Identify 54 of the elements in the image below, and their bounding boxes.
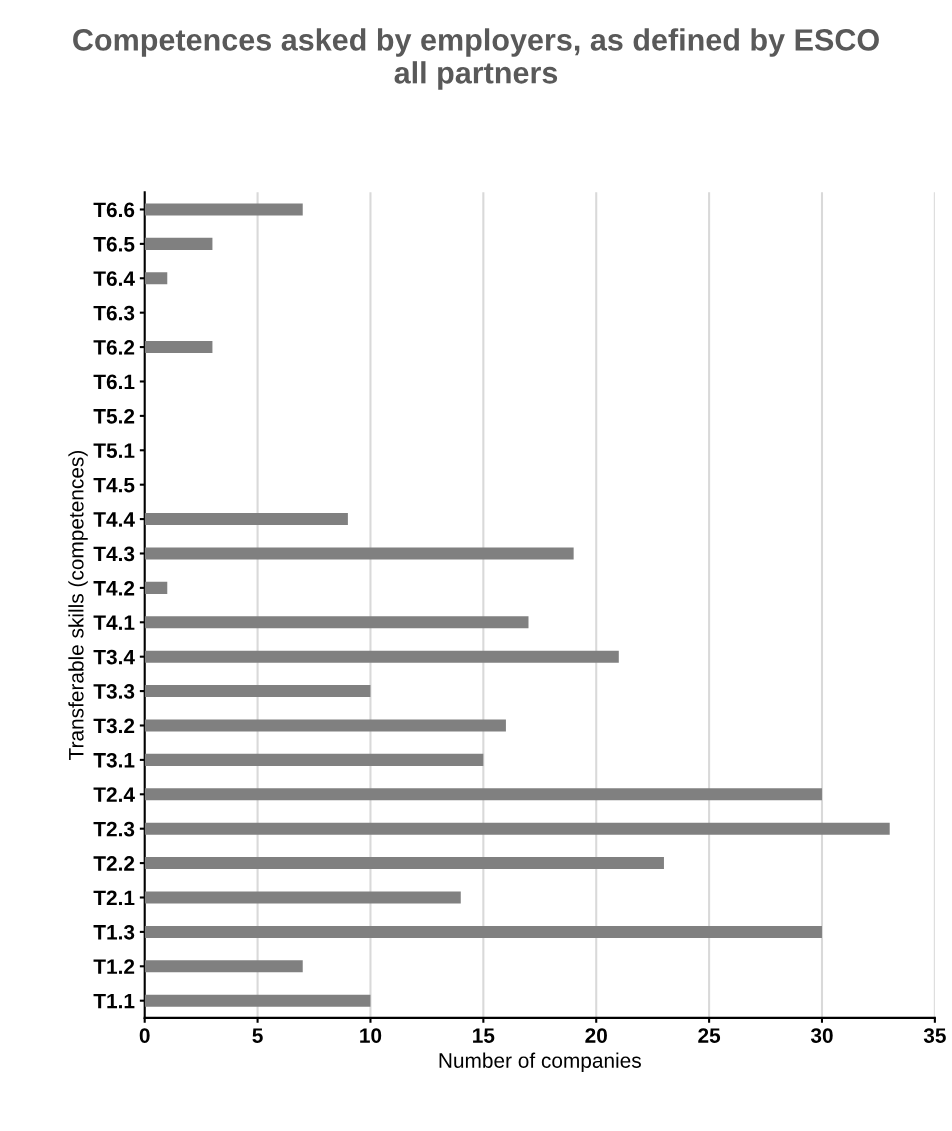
bar — [144, 547, 574, 560]
y-tick-label: T3.3 — [93, 684, 135, 699]
y-tick-label: T4.1 — [93, 615, 135, 630]
bar — [144, 719, 506, 732]
x-tick-label: 15 — [473, 1028, 495, 1043]
y-tick-label: T1.2 — [93, 959, 135, 974]
y-tick-label: T1.3 — [93, 924, 135, 940]
y-tick-label: T6.3 — [93, 305, 135, 321]
y-tick-label: T3.1 — [93, 752, 135, 768]
y-tick-label: T6.6 — [93, 202, 135, 218]
y-tick-label: T2.4 — [93, 787, 135, 802]
x-tick-label: 0 — [139, 1028, 150, 1043]
bar — [144, 925, 822, 938]
bar — [144, 272, 168, 285]
bar — [144, 891, 461, 904]
bar — [144, 581, 168, 594]
y-tick-label: T3.4 — [93, 649, 135, 665]
bar — [144, 650, 619, 663]
y-tick-label: T5.2 — [93, 408, 135, 424]
bar — [144, 203, 303, 216]
y-axis-title: Transferable skills (competences) — [68, 451, 88, 760]
y-tick-label: T2.1 — [93, 890, 135, 906]
bar — [144, 616, 529, 629]
y-tick-label: T6.2 — [93, 340, 135, 355]
bar — [144, 237, 213, 250]
x-tick-label: 30 — [810, 1028, 833, 1043]
y-tick-label: T4.4 — [93, 512, 135, 527]
y-tick-label: T4.3 — [93, 546, 135, 562]
bar — [144, 994, 371, 1007]
x-tick-label: 10 — [360, 1028, 382, 1043]
bar — [144, 822, 890, 835]
y-tick-label: T3.2 — [93, 718, 135, 734]
bar — [144, 513, 348, 526]
bar — [144, 341, 213, 354]
y-tick-label: T6.1 — [93, 374, 135, 390]
y-tick-label: T6.4 — [93, 271, 135, 287]
y-tick-label: T2.3 — [93, 821, 135, 837]
y-tick-label: T4.5 — [93, 477, 135, 493]
chart-title: Competences asked by employers, as defined by ESCO all partners — [73, 28, 879, 90]
x-tick-label: 5 — [252, 1028, 263, 1043]
y-tick-label: T2.2 — [93, 856, 135, 871]
x-axis-title: Number of companies — [439, 1052, 641, 1073]
x-tick-label: 35 — [923, 1028, 946, 1043]
y-tick-label: T5.1 — [93, 443, 135, 459]
bar — [144, 960, 303, 973]
y-tick-label: T6.5 — [93, 236, 135, 252]
bar — [144, 685, 371, 698]
bar — [144, 857, 664, 870]
y-tick-label: T1.1 — [93, 993, 135, 1009]
y-tick-label: T4.2 — [93, 580, 135, 596]
x-tick-label: 25 — [698, 1028, 721, 1043]
x-tick-label: 20 — [585, 1028, 607, 1043]
bar — [144, 753, 484, 766]
bar — [144, 788, 822, 801]
